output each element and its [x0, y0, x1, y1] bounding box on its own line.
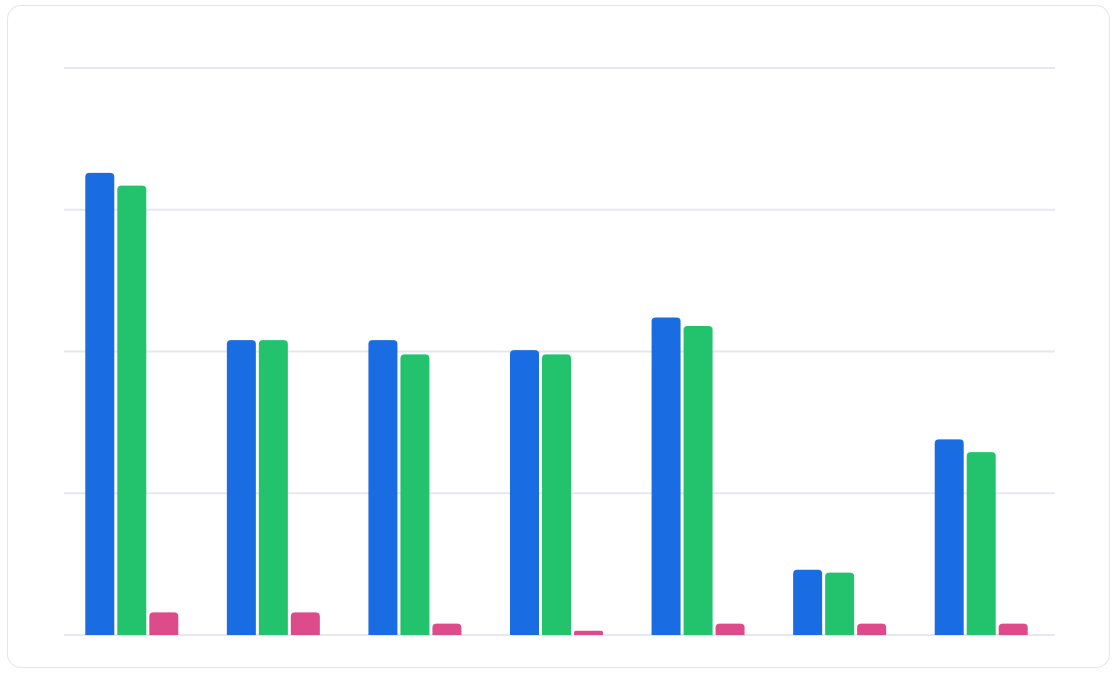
bar	[542, 354, 571, 635]
bar	[998, 623, 1028, 635]
bar	[368, 340, 398, 635]
bar	[149, 612, 179, 635]
bar	[715, 623, 745, 635]
bar	[857, 623, 887, 635]
bar	[290, 612, 320, 635]
bar	[510, 350, 539, 635]
bar	[258, 340, 288, 635]
bar	[226, 340, 256, 635]
bar	[793, 569, 823, 635]
bar	[432, 623, 462, 635]
bar	[683, 325, 713, 635]
bar	[934, 439, 964, 635]
bar	[825, 572, 855, 635]
bar	[400, 354, 430, 635]
bar	[651, 317, 681, 635]
bar	[966, 452, 996, 635]
bar	[85, 172, 115, 635]
bar	[117, 185, 147, 635]
bar	[574, 630, 603, 635]
